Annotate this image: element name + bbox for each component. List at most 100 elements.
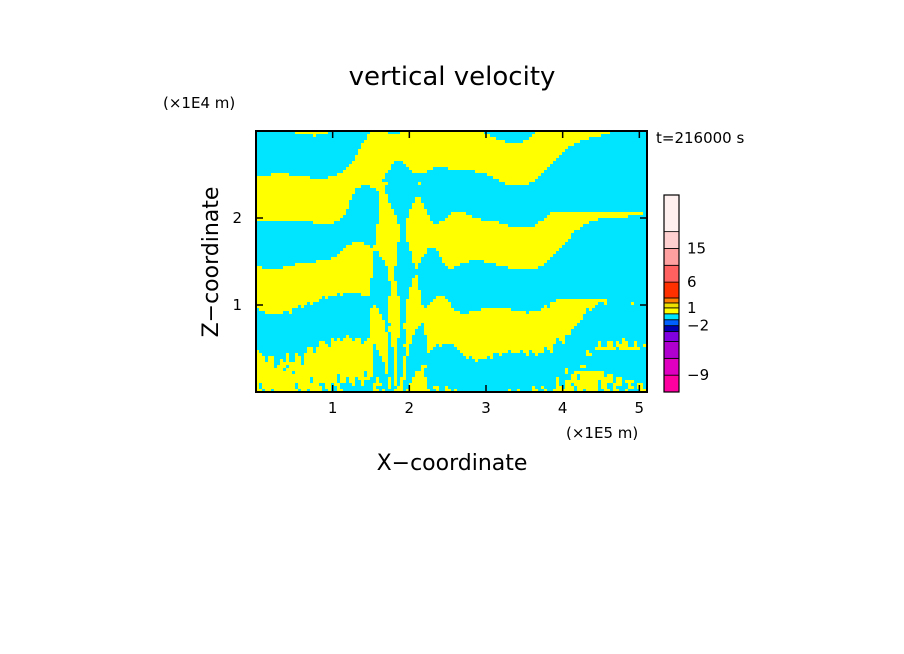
positive-cell xyxy=(289,365,373,368)
positive-cell xyxy=(580,365,586,368)
colorbar: −9 −21 6 15 xyxy=(663,194,709,393)
positive-cell xyxy=(268,359,274,362)
positive-cell xyxy=(376,239,400,242)
positive-cell xyxy=(403,368,406,371)
positive-cell xyxy=(394,368,397,371)
positive-cell xyxy=(460,350,508,353)
positive-cell xyxy=(352,383,355,386)
positive-cell xyxy=(391,335,400,338)
positive-cell xyxy=(352,242,364,245)
positive-cell xyxy=(547,215,628,218)
positive-cell xyxy=(298,383,319,386)
positive-cell xyxy=(388,380,391,383)
positive-cell xyxy=(613,389,619,392)
positive-cell xyxy=(304,359,373,362)
x-unit-label: (×1E5 m) xyxy=(566,424,638,442)
positive-cell xyxy=(388,329,400,332)
positive-cell xyxy=(274,389,298,392)
positive-cell xyxy=(364,140,505,143)
positive-cell xyxy=(301,389,307,392)
positive-cell xyxy=(424,329,571,332)
positive-cell xyxy=(370,326,385,329)
positive-cell xyxy=(406,353,409,356)
positive-cell xyxy=(406,236,571,239)
positive-cell xyxy=(370,323,385,326)
colorbar-label: 1 xyxy=(687,299,697,317)
positive-cell xyxy=(469,311,526,314)
positive-cell xyxy=(463,353,493,356)
positive-cell xyxy=(406,332,415,335)
positive-cell xyxy=(607,374,613,377)
positive-cell xyxy=(295,371,364,374)
positive-cell xyxy=(565,386,574,389)
positive-cell xyxy=(586,389,598,392)
positive-cell xyxy=(625,380,634,383)
positive-cell xyxy=(424,323,577,326)
colorbar-band xyxy=(663,341,680,359)
positive-cell xyxy=(412,278,418,281)
positive-cell xyxy=(256,380,310,383)
positive-cell xyxy=(406,221,433,224)
positive-cell xyxy=(256,182,388,185)
positive-cell xyxy=(283,266,373,269)
positive-cell xyxy=(271,173,289,176)
x-tick-label: 3 xyxy=(481,399,491,417)
positive-cell xyxy=(391,284,397,287)
positive-cell xyxy=(391,323,400,326)
positive-cell xyxy=(547,347,553,350)
positive-cell xyxy=(376,236,400,239)
positive-cell xyxy=(601,380,613,383)
positive-cell xyxy=(406,224,508,227)
positive-cell xyxy=(448,266,454,269)
positive-cell xyxy=(565,368,568,371)
positive-cell xyxy=(409,209,427,212)
positive-cell xyxy=(496,263,544,266)
positive-cell xyxy=(454,389,457,392)
colorbar-band xyxy=(663,231,680,249)
colorbar-band xyxy=(663,374,680,393)
positive-cell xyxy=(490,356,493,359)
positive-cell xyxy=(256,389,262,392)
positive-cell xyxy=(589,308,592,311)
positive-cell xyxy=(493,176,538,179)
positive-cell xyxy=(370,314,382,317)
positive-cell xyxy=(325,383,331,386)
colorbar-band xyxy=(663,313,680,321)
positive-cell xyxy=(349,377,355,380)
positive-cell xyxy=(379,218,397,221)
positive-cell xyxy=(307,347,313,350)
positive-cell xyxy=(403,356,406,359)
positive-cell xyxy=(388,320,400,323)
positive-cell xyxy=(415,374,424,377)
positive-cell xyxy=(448,215,472,218)
positive-cell xyxy=(256,185,361,188)
positive-cell xyxy=(598,341,601,344)
positive-cell xyxy=(355,338,361,341)
positive-cell xyxy=(598,344,601,347)
positive-cell xyxy=(526,353,529,356)
positive-cell xyxy=(574,371,604,374)
positive-cell xyxy=(379,203,391,206)
positive-cell xyxy=(577,386,598,389)
positive-cell xyxy=(256,275,373,278)
positive-cell xyxy=(376,224,400,227)
positive-cell xyxy=(535,353,538,356)
positive-cell xyxy=(256,266,262,269)
positive-cell xyxy=(256,305,298,308)
positive-cell xyxy=(409,215,430,218)
positive-cell xyxy=(376,233,400,236)
positive-cell xyxy=(406,347,409,350)
y-tick-label: 1 xyxy=(232,296,242,314)
positive-cell xyxy=(535,224,583,227)
colorbar-band xyxy=(663,281,680,299)
positive-cell xyxy=(394,359,397,362)
positive-cell xyxy=(529,311,586,314)
positive-cell xyxy=(391,338,397,341)
positive-cell xyxy=(406,335,412,338)
positive-cell xyxy=(538,221,589,224)
positive-cell xyxy=(385,365,388,368)
positive-cell xyxy=(415,197,421,200)
positive-cell xyxy=(367,338,388,341)
positive-cell xyxy=(403,344,409,347)
x-tick-label: 1 xyxy=(328,399,338,417)
